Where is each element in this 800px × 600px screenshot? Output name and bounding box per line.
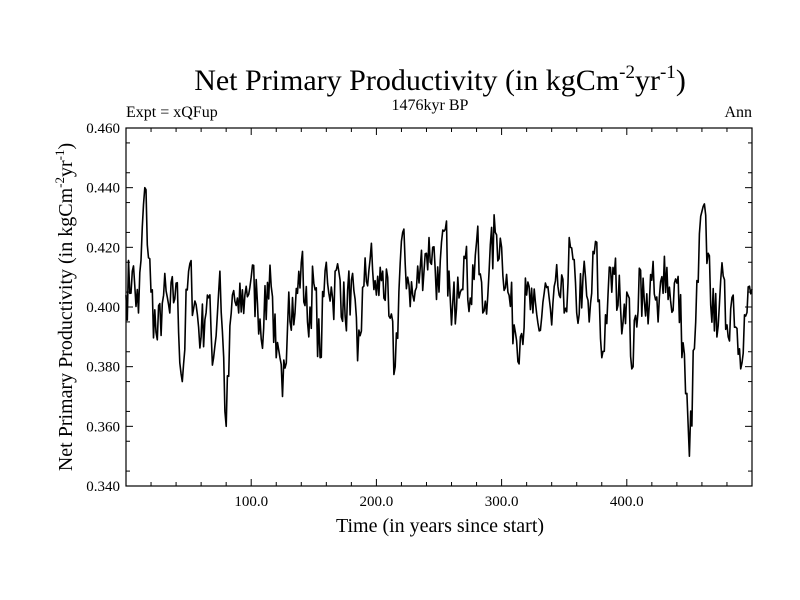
y-tick-label: 0.400 [86, 300, 120, 316]
x-tick-label: 100.0 [234, 494, 268, 510]
x-tick-label: 200.0 [360, 494, 394, 510]
x-axis-label: Time (in years since start) [336, 515, 544, 537]
y-tick-label: 0.340 [86, 479, 120, 495]
period-label: 1476kyr BP [392, 97, 469, 114]
season-label: Ann [724, 104, 752, 121]
x-tick-label: 400.0 [610, 494, 644, 510]
y-tick-label: 0.440 [86, 181, 120, 197]
y-tick-label: 0.420 [86, 240, 120, 256]
experiment-label: Expt = xQFup [126, 104, 218, 121]
series-layer [125, 186, 753, 457]
plot-frame [125, 127, 753, 487]
y-axis-label: Net Primary Productivity (in kgCm-2yr-1) [52, 143, 77, 471]
y-tick-label: 0.380 [86, 360, 120, 376]
x-axis: 100.0 200.0 300.0 400.0 [150, 128, 728, 510]
series-line [125, 186, 753, 457]
y-tick-label: 0.360 [86, 419, 120, 435]
x-tick-label: 300.0 [485, 494, 519, 510]
chart-title: Net Primary Productivity (in kgCm-2yr-1) [194, 62, 686, 97]
y-tick-label: 0.460 [86, 121, 120, 137]
